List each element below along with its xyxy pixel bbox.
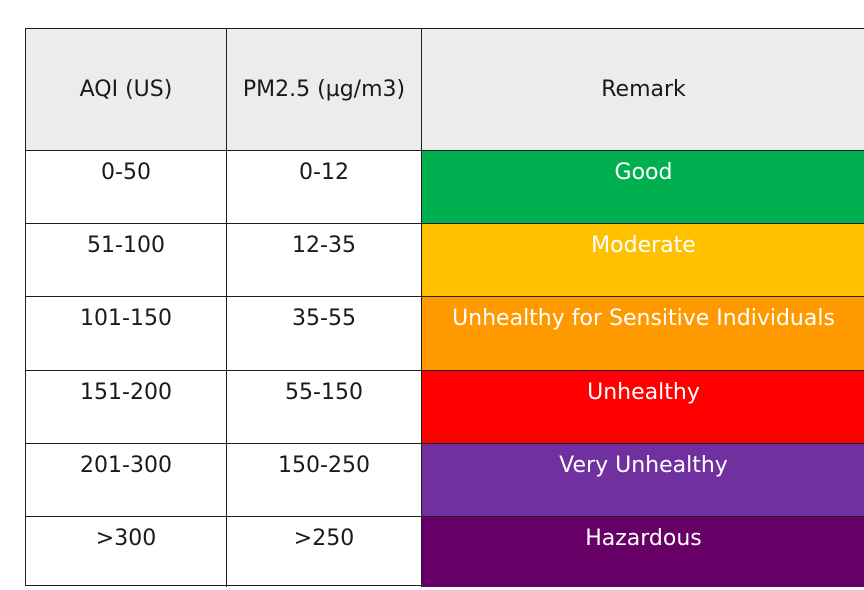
cell-aqi: 101-150 — [26, 297, 227, 371]
cell-pm25: 12-35 — [227, 224, 422, 297]
cell-remark: Moderate — [422, 224, 864, 297]
header-remark: Remark — [422, 29, 864, 151]
cell-aqi: 151-200 — [26, 371, 227, 444]
cell-pm25: 55-150 — [227, 371, 422, 444]
cell-aqi: 51-100 — [26, 224, 227, 297]
cell-remark: Hazardous — [422, 517, 864, 587]
cell-remark: Unhealthy for Sensitive Individuals — [422, 297, 864, 371]
cell-aqi: >300 — [26, 517, 227, 587]
cell-aqi: 0-50 — [26, 151, 227, 224]
cell-pm25: 0-12 — [227, 151, 422, 224]
cell-pm25: 150-250 — [227, 444, 422, 517]
cell-pm25: >250 — [227, 517, 422, 587]
cell-remark: Good — [422, 151, 864, 224]
cell-pm25: 35-55 — [227, 297, 422, 371]
aqi-table: AQI (US) PM2.5 (µg/m3) Remark 0-50 0-12 … — [25, 28, 864, 587]
header-pm25: PM2.5 (µg/m3) — [227, 29, 422, 151]
cell-remark: Very Unhealthy — [422, 444, 864, 517]
cell-remark: Unhealthy — [422, 371, 864, 444]
cell-aqi: 201-300 — [26, 444, 227, 517]
header-aqi: AQI (US) — [26, 29, 227, 151]
